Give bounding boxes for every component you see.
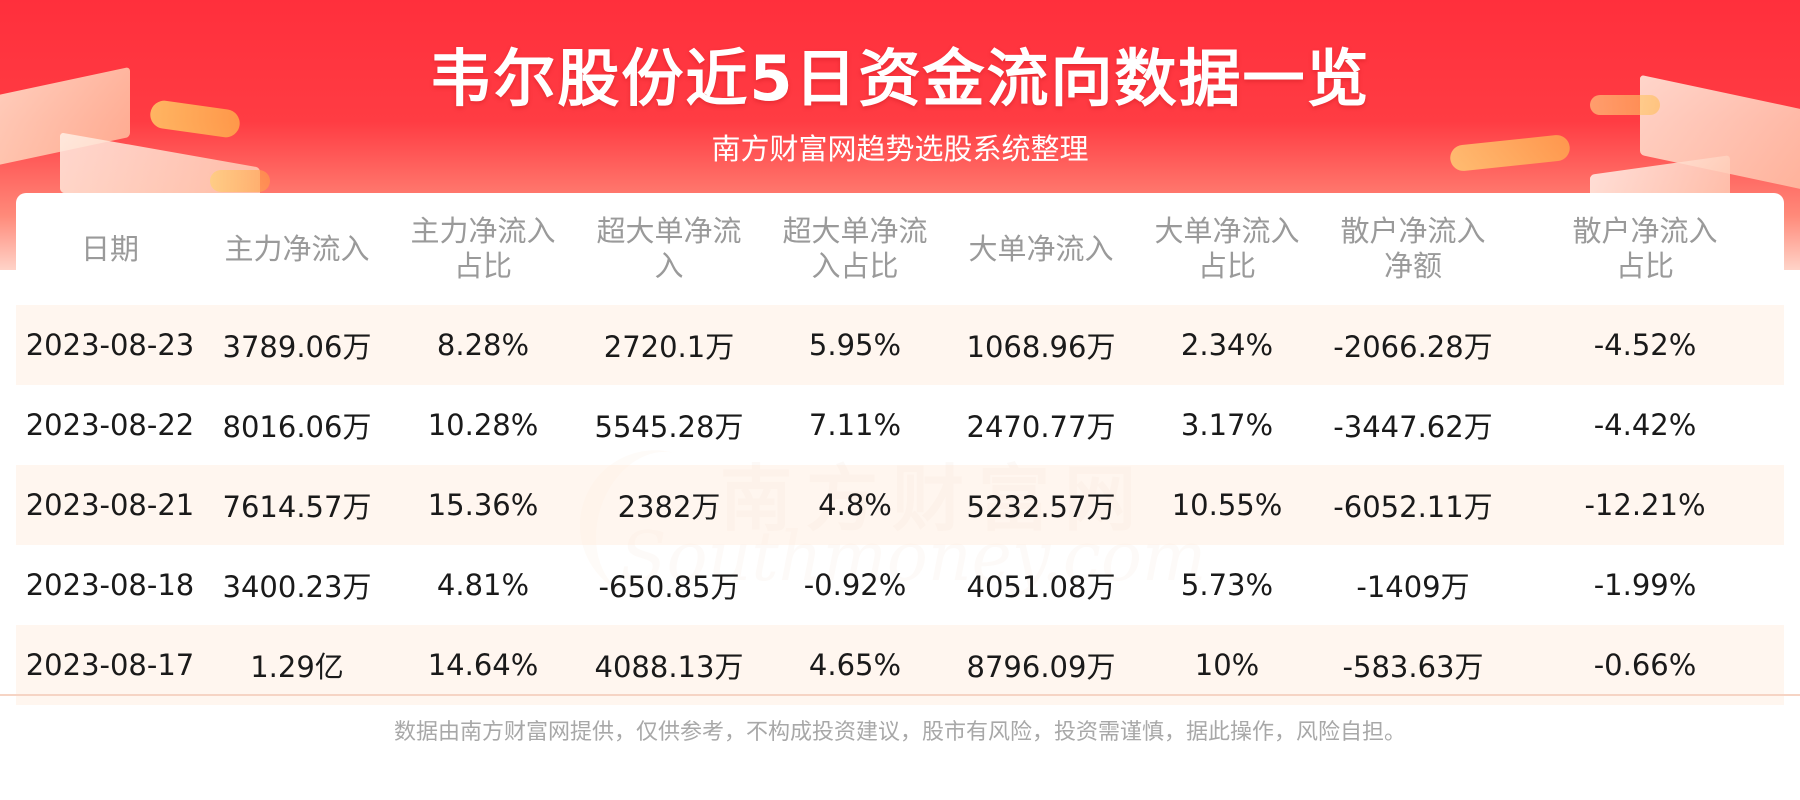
fund-flow-table: 日期 主力净流入 主力净流入 占比 超大单净流入超大单净流 入占比 大单净流入 大单净流入 占比… <box>16 193 1784 705</box>
table-cell: 10.28% <box>390 385 576 465</box>
table-cell: -3447.62万 <box>1320 385 1506 465</box>
table-cell: 2023-08-18 <box>16 545 204 625</box>
table-body: 2023-08-23 3789.06万 8.28% 2720.1万 5.95% 1068.… <box>16 305 1784 705</box>
table-row: 2023-08-18 3400.23万 4.81% -650.85万 -0.92% 405… <box>16 545 1784 625</box>
table-cell: -4.42% <box>1506 385 1784 465</box>
table-cell: 7614.57万 <box>204 465 390 545</box>
table-cell: 5.73% <box>1134 545 1320 625</box>
table-cell: -6052.11万 <box>1320 465 1506 545</box>
table-cell: 5232.57万 <box>948 465 1134 545</box>
table-header-row: 日期 主力净流入 主力净流入 占比 超大单净流入超大单净流 入占比 大单净流入 大单净流入 占比… <box>16 193 1784 305</box>
column-header: 日期 <box>80 231 139 266</box>
table-cell: 2023-08-17 <box>16 625 204 705</box>
table-cell: 8.28% <box>390 305 576 385</box>
table-cell: -0.66% <box>1506 625 1784 705</box>
table-cell: 2023-08-23 <box>16 305 204 385</box>
column-header: 散户净流入 占比 <box>1572 214 1718 283</box>
table-cell: 1.29亿 <box>204 625 390 705</box>
table-cell: 2023-08-22 <box>16 385 204 465</box>
table-cell: -4.52% <box>1506 305 1784 385</box>
footer-disclaimer: 数据由南方财富网提供，仅供参考，不构成投资建议，股市有风险，投资需谨慎，据此操作… <box>393 720 1406 745</box>
table-row: 2023-08-17 1.29亿 14.64% 4088.13万 4.65% 8796.0… <box>16 625 1784 705</box>
table-cell: 14.64% <box>390 625 576 705</box>
table-cell: -1409万 <box>1320 545 1506 625</box>
table-cell: 4088.13万 <box>576 625 762 705</box>
table-cell: -2066.28万 <box>1320 305 1506 385</box>
table-cell: 2.34% <box>1134 305 1320 385</box>
table-cell: -1.99% <box>1506 545 1784 625</box>
table-row: 2023-08-21 7614.57万 15.36% 2382万 4.8% 5232.57… <box>16 465 1784 545</box>
table-cell: 5.95% <box>762 305 948 385</box>
table-cell: 2382万 <box>576 465 762 545</box>
table-cell: -12.21% <box>1506 465 1784 545</box>
column-header: 超大单净流 入占比 <box>782 214 928 283</box>
page-title: 韦尔股份近5日资金流向数据一览 <box>429 42 1371 115</box>
table-cell: 2720.1万 <box>576 305 762 385</box>
column-header: 大单净流入 <box>968 231 1114 266</box>
column-header: 超大单净流入 <box>596 214 742 283</box>
table-cell: 4051.08万 <box>948 545 1134 625</box>
table-cell: 1068.96万 <box>948 305 1134 385</box>
table-cell: -650.85万 <box>576 545 762 625</box>
page-subtitle: 南方财富网趋势选股系统整理 <box>711 132 1089 166</box>
table-cell: 8796.09万 <box>948 625 1134 705</box>
table-cell: 3.17% <box>1134 385 1320 465</box>
table-cell: 4.81% <box>390 545 576 625</box>
table-cell: 2470.77万 <box>948 385 1134 465</box>
table-cell: 8016.06万 <box>204 385 390 465</box>
table-cell: 4.65% <box>762 625 948 705</box>
table-cell: 10.55% <box>1134 465 1320 545</box>
table-row: 2023-08-23 3789.06万 8.28% 2720.1万 5.95% 1068.… <box>16 305 1784 385</box>
column-header: 主力净流入 <box>224 231 370 266</box>
column-header: 大单净流入 占比 <box>1154 214 1300 283</box>
table-cell: 3400.23万 <box>204 545 390 625</box>
column-header: 散户净流入 净额 <box>1340 214 1486 283</box>
table-cell: 5545.28万 <box>576 385 762 465</box>
table-cell: 4.8% <box>762 465 948 545</box>
table-cell: -0.92% <box>762 545 948 625</box>
table-cell: 7.11% <box>762 385 948 465</box>
table-cell: 10% <box>1134 625 1320 705</box>
table-cell: 2023-08-21 <box>16 465 204 545</box>
column-header: 主力净流入 占比 <box>410 214 556 283</box>
divider <box>0 694 1800 696</box>
table-cell: 3789.06万 <box>204 305 390 385</box>
decorative-coin <box>210 170 270 192</box>
decorative-coin <box>1590 95 1660 115</box>
table-cell: 15.36% <box>390 465 576 545</box>
table-row: 2023-08-22 8016.06万 10.28% 5545.28万 7.11% 247… <box>16 385 1784 465</box>
table-cell: -583.63万 <box>1320 625 1506 705</box>
